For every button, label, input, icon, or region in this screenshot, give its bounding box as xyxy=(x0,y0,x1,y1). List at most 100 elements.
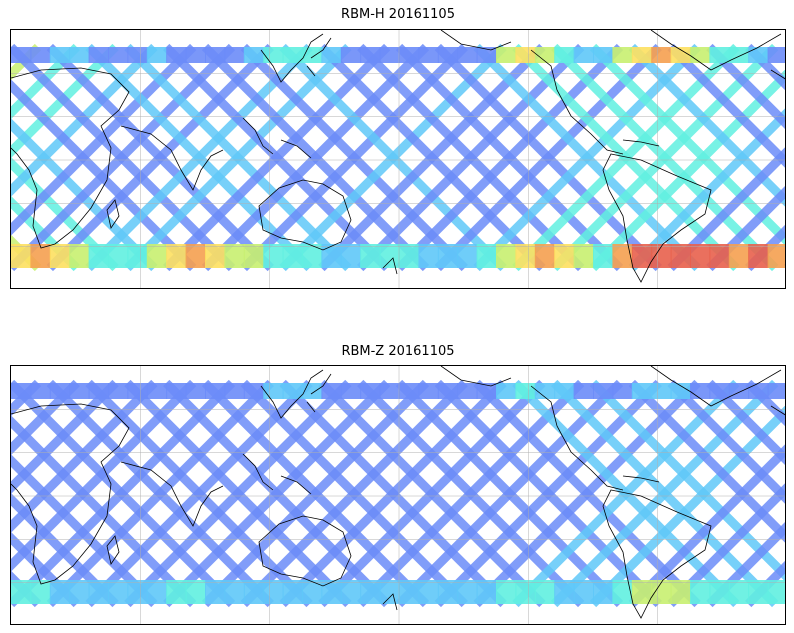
north-band-cell xyxy=(631,383,653,399)
swath-descending xyxy=(201,379,430,608)
map-frame xyxy=(10,29,786,289)
coastline xyxy=(622,475,660,483)
panel-title: RBM-Z 20161105 xyxy=(341,344,455,359)
north-band-cell xyxy=(670,383,691,399)
south-band-cell xyxy=(49,580,71,604)
north-band-cell xyxy=(728,47,750,63)
south-band xyxy=(11,244,785,268)
south-band-cell xyxy=(593,244,614,268)
north-band-cell xyxy=(612,47,633,63)
south-band-cell xyxy=(282,244,303,268)
south-band-cell xyxy=(418,580,439,604)
coastline xyxy=(650,366,785,416)
swath-ascending xyxy=(11,531,80,608)
coastline xyxy=(120,461,224,527)
swath-descending xyxy=(628,108,785,272)
north-band-cell xyxy=(709,47,730,63)
north-band-cell xyxy=(690,47,711,63)
north-band-cell xyxy=(360,47,381,63)
south-band-cell xyxy=(690,580,711,604)
north-band-cell xyxy=(108,383,129,399)
swath-descending xyxy=(11,43,119,158)
swath-descending xyxy=(512,43,740,272)
swath-descending xyxy=(512,379,740,608)
south-band-cell xyxy=(166,244,187,268)
south-band-cell xyxy=(593,580,614,604)
north-band-cell xyxy=(554,383,575,399)
swath-descending xyxy=(11,43,236,272)
south-band-cell xyxy=(108,580,129,604)
north-band-cell xyxy=(108,47,129,63)
north-band-cell xyxy=(146,383,168,399)
south-band-cell xyxy=(88,580,109,604)
south-band-cell xyxy=(379,580,400,604)
south-band-cell xyxy=(399,580,420,604)
coastline xyxy=(258,515,352,587)
swath-descending xyxy=(434,379,662,608)
south-band-cell xyxy=(670,580,691,604)
coastline xyxy=(306,373,332,413)
south-band-cell xyxy=(146,580,168,604)
north-band-cell xyxy=(263,383,284,399)
south-band-cell xyxy=(340,580,362,604)
north-band-cell xyxy=(573,47,594,63)
north-band-cell xyxy=(30,383,51,399)
north-band-cell xyxy=(651,47,672,63)
north-band-cell xyxy=(767,47,785,63)
swath-ascending xyxy=(706,379,785,465)
coastline xyxy=(650,30,785,80)
north-band-cell xyxy=(690,383,711,399)
north-band-cell xyxy=(437,47,459,63)
north-band-cell xyxy=(360,383,381,399)
south-band-cell xyxy=(302,244,323,268)
swath-descending xyxy=(11,379,197,572)
swath-descending xyxy=(473,379,701,608)
north-band-cell xyxy=(399,383,420,399)
coastline xyxy=(106,535,120,566)
north-band-cell xyxy=(457,47,478,63)
north-band-cell xyxy=(224,47,245,63)
south-band-cell xyxy=(554,580,575,604)
south-band-cell xyxy=(49,244,71,268)
south-band-cell xyxy=(573,244,594,268)
north-band-cell xyxy=(379,383,400,399)
south-band-cell xyxy=(690,244,711,268)
swath-ascending xyxy=(11,157,119,272)
south-band-cell xyxy=(185,580,206,604)
south-band-cell xyxy=(205,244,226,268)
south-band-cell xyxy=(554,244,575,268)
swath-descending xyxy=(589,69,785,272)
coastline xyxy=(306,37,332,77)
swath-ascending xyxy=(706,43,785,129)
coastline xyxy=(11,403,130,585)
swath-descending xyxy=(240,43,468,272)
north-band-cell xyxy=(515,383,536,399)
swath-descending xyxy=(357,379,585,608)
swath-descending xyxy=(357,43,585,272)
south-band-cell xyxy=(437,580,459,604)
south-band-cell xyxy=(612,244,633,268)
south-band-cell xyxy=(748,580,769,604)
south-band-cell xyxy=(302,580,323,604)
swath-descending xyxy=(46,43,274,272)
north-band-cell xyxy=(593,383,614,399)
north-band-cell xyxy=(88,47,109,63)
gridlines xyxy=(11,30,785,288)
south-band-cell xyxy=(321,244,342,268)
north-band-cell xyxy=(49,47,71,63)
swath-descending xyxy=(163,379,391,608)
south-band-cell xyxy=(30,244,51,268)
south-band-cell xyxy=(146,244,168,268)
coastline xyxy=(440,30,624,155)
coastline xyxy=(602,489,712,619)
south-band-cell xyxy=(767,580,785,604)
south-band-cell xyxy=(340,244,362,268)
swath-lattice xyxy=(11,379,785,608)
swath-descending xyxy=(279,43,507,272)
swath-descending xyxy=(589,405,785,608)
swath-descending xyxy=(46,379,274,608)
coastline xyxy=(258,179,352,251)
swath-descending xyxy=(163,43,391,272)
south-band-cell xyxy=(534,244,556,268)
north-band-cell xyxy=(728,383,750,399)
